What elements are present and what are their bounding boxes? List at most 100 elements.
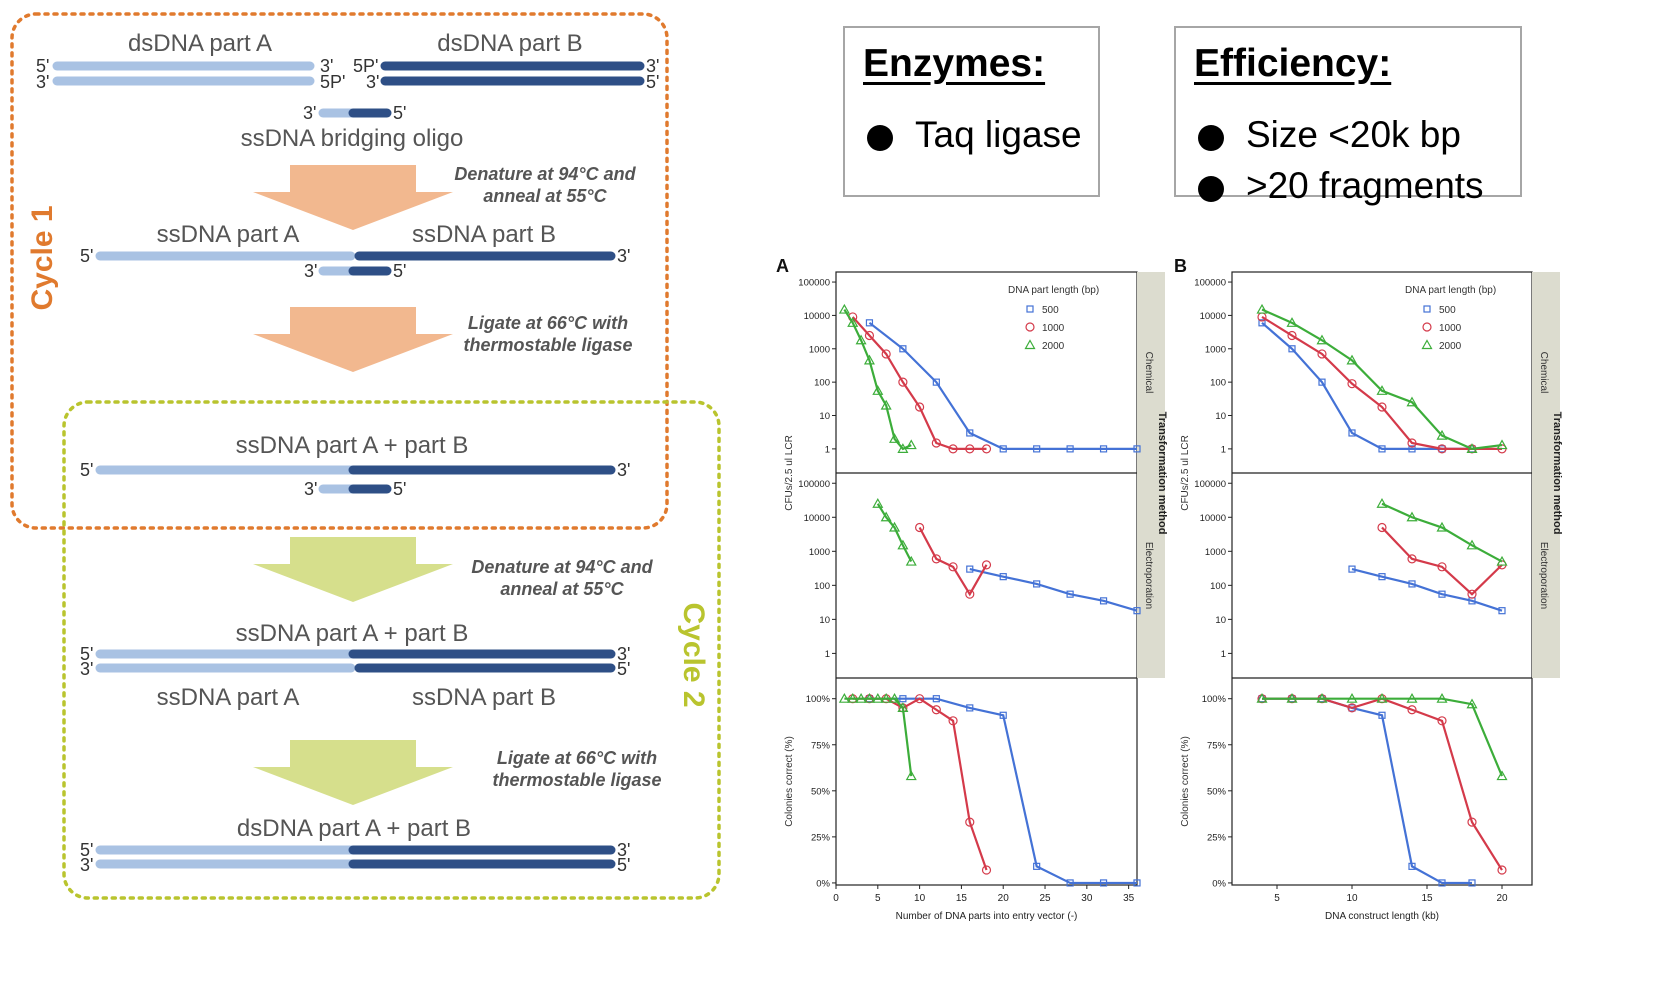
data-point-2000 (1316, 334, 1328, 345)
ss-ab-label: ssDNA part A + part B (236, 620, 469, 647)
data-point-500 (1378, 445, 1386, 453)
x-tick-label: 35 (1123, 893, 1135, 904)
data-point-2000 (1406, 396, 1418, 407)
legend-marker (1024, 339, 1036, 350)
data-point-2000 (1466, 443, 1478, 453)
legend-marker (1423, 305, 1431, 313)
data-point-1000 (1347, 703, 1357, 713)
y-tick-label: 10 (819, 411, 830, 422)
data-point-500 (1378, 711, 1386, 719)
legend-marker (1025, 322, 1035, 332)
data-point-2000 (855, 334, 867, 345)
y-tick-label: 0% (816, 878, 830, 889)
facet-label-electroporation: Electroporation (1538, 542, 1549, 609)
data-point-500 (1408, 862, 1416, 870)
data-point-500 (1348, 565, 1356, 573)
bridging-oligo-label: ssDNA bridging oligo (241, 125, 464, 152)
data-point-2000 (847, 692, 859, 703)
data-point-1000 (1497, 865, 1507, 875)
strand-end-label: 5' (36, 56, 49, 76)
data-point-500 (1408, 445, 1416, 453)
data-point-500 (1099, 445, 1108, 453)
data-point-2000 (1376, 385, 1388, 395)
y-tick-label: 50% (1207, 786, 1227, 797)
strand-end-label: 3' (80, 659, 93, 679)
data-point-500 (1258, 319, 1266, 327)
denature-step-text: Denature at 94°C and (471, 557, 653, 577)
data-point-500 (932, 378, 940, 386)
x-axis-label: DNA construct length (kb) (1325, 911, 1439, 922)
data-point-2000 (1496, 770, 1508, 781)
x-tick-label: 0 (833, 893, 839, 904)
bullet-icon (867, 125, 893, 151)
data-point-500 (1438, 879, 1446, 887)
strand-end-label: 5' (646, 72, 659, 92)
legend-marker (1421, 339, 1433, 350)
data-point-500 (1408, 580, 1416, 588)
data-point-2000 (1286, 317, 1298, 327)
data-point-1000 (864, 330, 875, 341)
series-line-500 (1351, 568, 1503, 612)
enzymes-item: Taq ligase (915, 114, 1082, 155)
y-tick-label: 100% (1202, 694, 1227, 705)
x-tick-label: 10 (914, 893, 926, 904)
cycle2-box (62, 400, 721, 900)
x-tick-label: 20 (1496, 893, 1508, 904)
data-point-1000 (1317, 349, 1327, 359)
chart-panel-letter: A (776, 256, 789, 276)
cycle2-label: Cycle 2 (677, 602, 710, 707)
strand-end-label: 5P' (353, 56, 378, 76)
data-point-500 (999, 573, 1007, 581)
data-point-500 (899, 345, 907, 353)
strand-end-label: 3' (36, 72, 49, 92)
facet-strip (1532, 272, 1560, 678)
data-point-2000 (889, 433, 901, 443)
data-point-1000 (1437, 562, 1447, 572)
y-tick-label: 100000 (1194, 479, 1226, 490)
data-point-1000 (1377, 522, 1387, 533)
legend-entry: 2000 (1042, 341, 1065, 352)
y-axis-label-correct: Colonies correct (%) (784, 736, 795, 827)
series-line-2000 (1261, 308, 1503, 451)
x-axis-label: Number of DNA parts into entry vector (-… (896, 911, 1078, 922)
efficiency-item-fragments: >20 fragments (1246, 165, 1484, 206)
data-point-1000 (981, 560, 992, 570)
legend-entry: 500 (1042, 305, 1059, 316)
denature-arrow-cycle1 (253, 165, 453, 230)
legend-entry: 1000 (1439, 323, 1462, 334)
denature-step-text: Denature at 94°C and (454, 164, 636, 184)
y-tick-label: 1000 (1205, 547, 1226, 558)
strand-end-label: 5' (393, 479, 406, 499)
facet-label-chemical: Chemical (1143, 352, 1154, 394)
y-tick-label: 1 (1221, 444, 1226, 455)
data-point-1000 (965, 444, 975, 454)
data-point-1000 (1467, 589, 1477, 599)
data-point-2000 (863, 692, 875, 703)
efficiency-box: Efficiency: Size <20k bp >20 fragments (1174, 26, 1522, 206)
series-line-500 (868, 321, 1137, 450)
strand-end-label: 5' (617, 659, 630, 679)
data-point-2000 (1466, 539, 1478, 550)
ligate-arrow-cycle2 (253, 740, 453, 805)
data-point-2000 (1496, 439, 1508, 450)
data-point-2000 (863, 354, 875, 365)
y-tick-label: 10000 (1200, 311, 1226, 322)
strand-end-label: 5' (80, 460, 93, 480)
data-point-1000 (915, 522, 925, 533)
y-tick-label: 100 (814, 581, 830, 592)
efficiency-heading: Efficiency: (1194, 42, 1392, 85)
strand-end-label: 3' (617, 644, 630, 664)
cycle1-label: Cycle 1 (26, 205, 59, 310)
data-point-500 (1033, 580, 1041, 588)
data-point-2000 (880, 511, 892, 522)
strand-end-label: 5' (80, 840, 93, 860)
data-point-2000 (847, 317, 859, 327)
series-line-1000 (1381, 526, 1503, 596)
series-line-1000 (1261, 316, 1502, 450)
ss-part-a-label: ssDNA part A (157, 221, 300, 248)
data-point-500 (1033, 862, 1041, 870)
data-point-2000 (905, 439, 917, 450)
data-point-1000 (948, 716, 958, 726)
